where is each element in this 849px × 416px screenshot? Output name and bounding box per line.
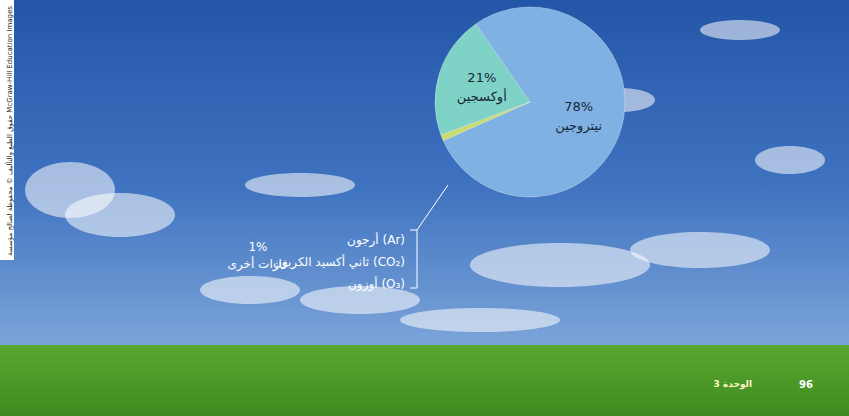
svg-text:نيتروجين: نيتروجين — [555, 118, 602, 134]
svg-text:الوحدة 3: الوحدة 3 — [713, 379, 752, 390]
svg-text:غازات أخرى: غازات أخرى — [227, 256, 289, 271]
svg-text:1%: 1% — [248, 240, 267, 254]
svg-text:96: 96 — [799, 379, 813, 390]
svg-text:حقوق الطبع والتأليف © محفوظة ل: حقوق الطبع والتأليف © محفوظة لصالح مؤسسة… — [4, 6, 14, 256]
svg-text:أوكسجين: أوكسجين — [457, 88, 507, 105]
svg-text:78%: 78% — [564, 99, 593, 114]
svg-text:21%: 21% — [467, 70, 496, 85]
svg-text:أرجون (Ar): أرجون (Ar) — [347, 232, 405, 248]
svg-text:أوزون (O₃): أوزون (O₃) — [348, 276, 405, 292]
svg-text:ثاني أكسيد الكربون (CO₂): ثاني أكسيد الكربون (CO₂) — [273, 254, 405, 270]
